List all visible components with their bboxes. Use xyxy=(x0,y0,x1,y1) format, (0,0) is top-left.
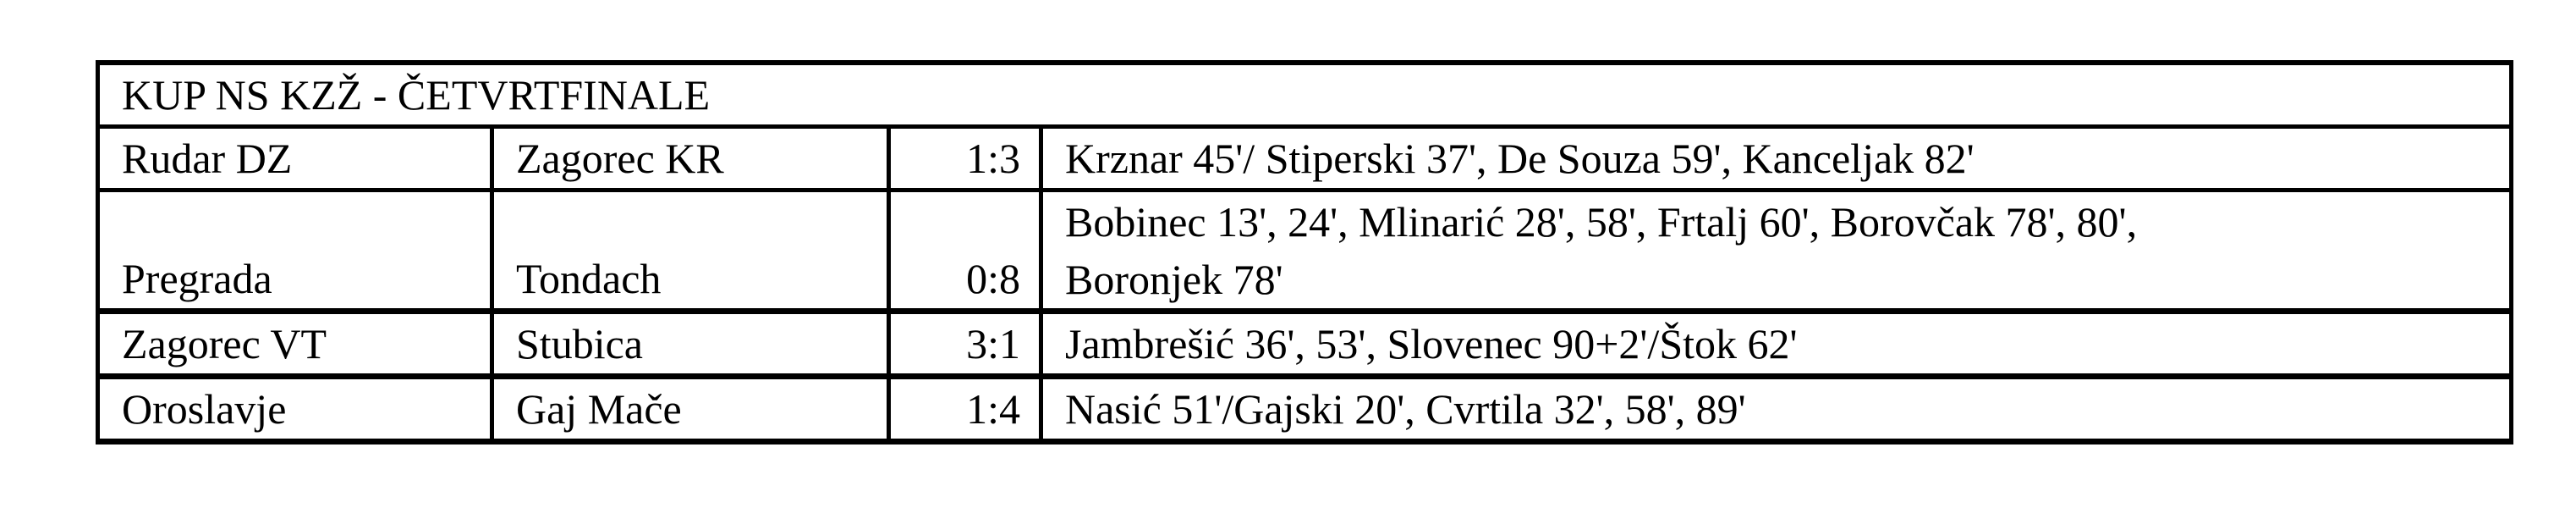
table-row: Pregrada Tondach 0:8 Bobinec 13', 24', M… xyxy=(96,188,2513,313)
away-team: Gaj Mače xyxy=(490,373,891,444)
score: 0:8 xyxy=(887,188,1043,313)
scorers: Bobinec 13', 24', Mlinarić 28', 58', Frt… xyxy=(1039,188,2513,313)
away-team: Tondach xyxy=(490,188,891,313)
scorers-line: Boronjek 78' xyxy=(1065,256,1283,303)
scorers: Krznar 45'/ Stiperski 37', De Souza 59',… xyxy=(1039,124,2513,192)
away-team: Zagorec KR xyxy=(490,124,891,192)
home-team: Oroslavje xyxy=(96,373,494,444)
table-title: KUP NS KZŽ - ČETVRTFINALE xyxy=(96,60,2513,129)
home-team: Zagorec VT xyxy=(96,308,494,378)
score: 3:1 xyxy=(887,308,1043,378)
score: 1:4 xyxy=(887,373,1043,444)
home-team: Pregrada xyxy=(96,188,494,313)
away-team: Stubica xyxy=(490,308,891,378)
table-row: Zagorec VT Stubica 3:1 Jambrešić 36', 53… xyxy=(96,308,2513,378)
table-row: Rudar DZ Zagorec KR 1:3 Krznar 45'/ Stip… xyxy=(96,124,2513,192)
table-row: Oroslavje Gaj Mače 1:4 Nasić 51'/Gajski … xyxy=(96,373,2513,444)
scorers: Jambrešić 36', 53', Slovenec 90+2'/Štok … xyxy=(1039,308,2513,378)
table-title-row: KUP NS KZŽ - ČETVRTFINALE xyxy=(96,60,2513,129)
scorers: Nasić 51'/Gajski 20', Cvrtila 32', 58', … xyxy=(1039,373,2513,444)
results-table: KUP NS KZŽ - ČETVRTFINALE Rudar DZ Zagor… xyxy=(96,60,2513,444)
home-team: Rudar DZ xyxy=(96,124,494,192)
score: 1:3 xyxy=(887,124,1043,192)
scorers-line: Bobinec 13', 24', Mlinarić 28', 58', Frt… xyxy=(1065,198,2138,246)
